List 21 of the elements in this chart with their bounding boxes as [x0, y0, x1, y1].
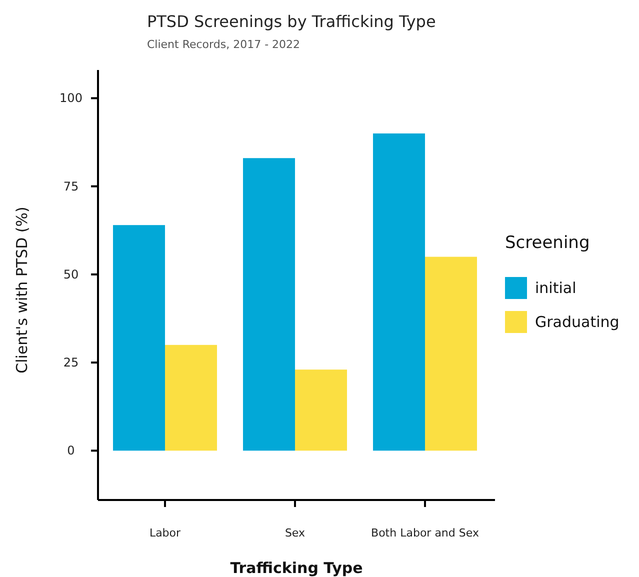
x-axis-title: Trafficking Type [230, 559, 363, 577]
y-tick-label: 75 [63, 179, 79, 194]
chart-subtitle: Client Records, 2017 - 2022 [147, 38, 300, 51]
y-tick-label: 50 [63, 267, 79, 282]
bar [243, 158, 295, 451]
y-tick-label: 0 [67, 444, 75, 458]
legend-title: Screening [505, 233, 590, 253]
x-tick-label: Both Labor and Sex [371, 526, 480, 540]
legend-label: Graduating [535, 313, 620, 331]
x-tick-label: Labor [149, 526, 182, 540]
bar [295, 370, 347, 451]
y-axis-title: Client's with PTSD (%) [13, 206, 31, 374]
bar [425, 256, 477, 451]
x-tick-label: Sex [284, 526, 306, 540]
chart-title: PTSD Screenings by Trafficking Type [147, 12, 436, 31]
bar [165, 344, 217, 451]
bar [373, 133, 425, 451]
y-tick-label: 100 [60, 91, 82, 106]
legend-label: initial [535, 279, 576, 297]
bar [113, 225, 165, 451]
y-tick-label: 25 [63, 356, 79, 370]
